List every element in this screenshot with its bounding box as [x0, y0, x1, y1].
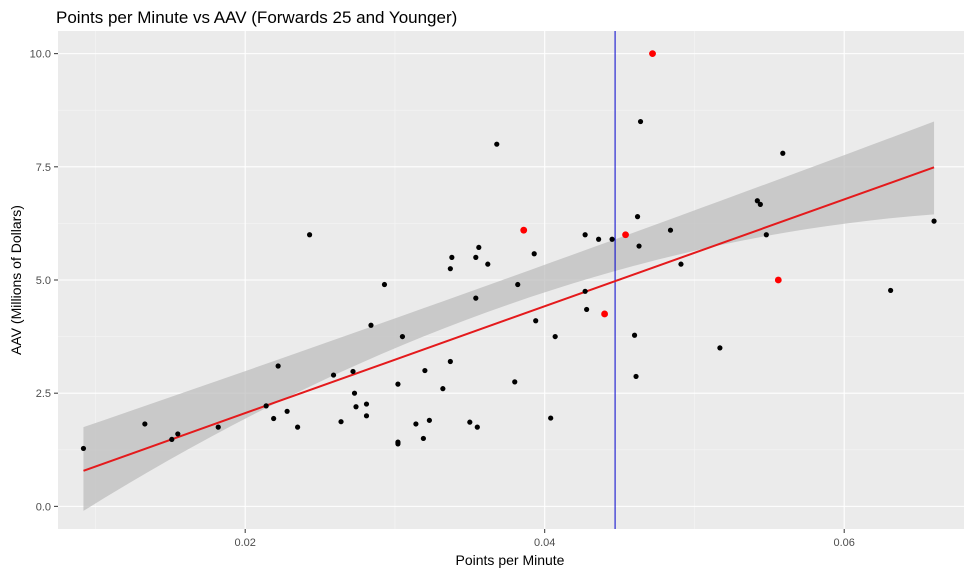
data-point: [350, 368, 356, 375]
x-axis-title: Points per Minute: [456, 552, 565, 568]
data-point: [381, 281, 388, 288]
data-point: [363, 401, 370, 407]
data-point: [596, 236, 602, 242]
data-point: [763, 232, 769, 238]
data-point: [637, 118, 644, 125]
highlight-point: [649, 50, 656, 58]
data-point: [447, 266, 453, 272]
data-point: [552, 333, 558, 340]
data-point: [353, 404, 359, 410]
data-point: [636, 243, 642, 249]
data-point: [440, 386, 446, 392]
x-tick-label: 0.02: [234, 537, 255, 549]
major-gridlines: [58, 31, 964, 529]
data-point: [515, 281, 521, 288]
data-point: [474, 424, 480, 430]
y-axis-title: AAV (Millions of Dollars): [8, 205, 24, 355]
data-point: [271, 415, 277, 422]
data-point: [426, 417, 432, 423]
x-tick-label: 0.06: [833, 537, 854, 549]
data-point: [634, 214, 641, 220]
y-axis-ticks: 0.0 2.5 5.0 7.5 10.0: [30, 49, 58, 513]
data-point: [467, 419, 473, 425]
data-point: [80, 445, 87, 452]
data-point: [169, 436, 175, 442]
data-point: [295, 424, 301, 430]
data-point: [631, 332, 638, 338]
data-point: [582, 288, 588, 294]
data-point: [363, 413, 370, 419]
data-point: [399, 333, 406, 340]
data-point: [395, 441, 401, 447]
y-tick-label: 10.0: [30, 49, 51, 61]
data-point: [473, 295, 479, 301]
data-point: [420, 435, 426, 442]
data-point: [476, 244, 482, 251]
data-point: [717, 345, 723, 351]
data-point: [931, 218, 937, 224]
data-point: [175, 431, 181, 437]
data-point: [330, 372, 337, 378]
y-tick-label: 2.5: [36, 388, 51, 400]
data-point: [449, 254, 455, 260]
data-point: [395, 381, 401, 387]
regression-line: [83, 166, 935, 472]
data-point: [757, 201, 763, 207]
data-point: [275, 363, 281, 369]
data-point: [485, 261, 491, 267]
x-tick-label: 0.04: [534, 537, 555, 549]
data-point: [494, 141, 500, 147]
data-points: [80, 50, 937, 452]
y-tick-label: 0.0: [36, 501, 51, 513]
data-point: [548, 415, 554, 421]
data-point: [609, 236, 615, 242]
data-point: [263, 403, 269, 409]
data-point: [368, 322, 374, 328]
y-tick-label: 7.5: [36, 162, 51, 174]
data-point: [512, 379, 518, 385]
y-tick-label: 5.0: [36, 275, 51, 287]
data-point: [447, 358, 453, 365]
data-point: [351, 390, 358, 396]
data-point: [888, 287, 894, 294]
data-point: [780, 150, 786, 156]
data-point: [142, 421, 148, 427]
data-point: [667, 227, 674, 233]
highlight-point: [601, 310, 608, 318]
data-point: [633, 373, 639, 380]
highlight-point: [622, 231, 629, 239]
x-axis-ticks: 0.02 0.04 0.06: [234, 529, 855, 549]
data-point: [582, 232, 588, 238]
highlight-point: [520, 226, 528, 234]
data-point: [284, 408, 290, 414]
data-point: [584, 306, 590, 313]
chart-title: Points per Minute vs AAV (Forwards 25 an…: [56, 8, 457, 27]
data-point: [422, 367, 428, 374]
data-point: [338, 419, 344, 425]
data-point: [306, 232, 313, 238]
confidence-band: [83, 121, 935, 511]
data-point: [678, 261, 684, 267]
data-point: [215, 424, 221, 430]
highlight-point: [774, 276, 782, 284]
data-point: [754, 198, 760, 204]
data-point: [413, 421, 419, 427]
data-point: [533, 318, 539, 324]
data-point: [473, 254, 479, 260]
data-point: [531, 251, 537, 257]
